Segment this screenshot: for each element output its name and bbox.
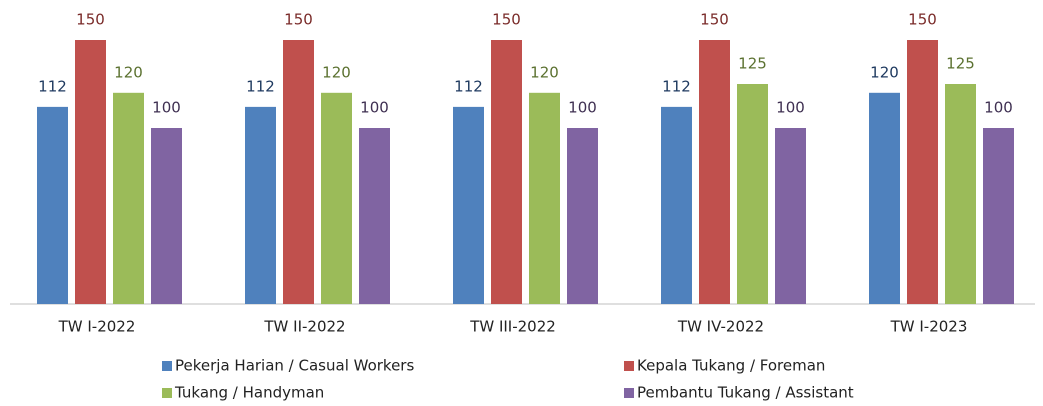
value-label: 112 [246, 77, 275, 95]
bar [983, 128, 1014, 304]
bar [359, 128, 390, 304]
value-label: 150 [492, 11, 521, 29]
x-tick-label: TW III-2022 [469, 318, 556, 336]
legend-label: Tukang / Handyman [174, 384, 324, 402]
legend-swatch [162, 361, 172, 371]
value-label: 150 [700, 11, 729, 29]
value-label: 100 [152, 99, 181, 117]
bar [907, 40, 938, 304]
bar [321, 92, 352, 304]
x-tick-label: TW IV-2022 [677, 318, 764, 336]
bar [567, 128, 598, 304]
bar [661, 106, 692, 304]
bar [113, 92, 144, 304]
value-label: 100 [984, 99, 1013, 117]
x-tick-label: TW II-2022 [263, 318, 345, 336]
bar [245, 106, 276, 304]
bar [453, 106, 484, 304]
value-label: 100 [776, 99, 805, 117]
value-label: 100 [568, 99, 597, 117]
bar [75, 40, 106, 304]
legend-swatch [624, 388, 634, 398]
value-label: 150 [908, 11, 937, 29]
x-tick-label: TW I-2023 [890, 318, 968, 336]
bar [283, 40, 314, 304]
value-label: 125 [738, 55, 767, 73]
legend-label: Pembantu Tukang / Assistant [637, 384, 854, 402]
value-label: 150 [76, 11, 105, 29]
value-label: 100 [360, 99, 389, 117]
value-label: 120 [114, 63, 143, 81]
value-label: 125 [946, 55, 975, 73]
bar [699, 40, 730, 304]
value-label: 120 [870, 63, 899, 81]
value-label: 112 [662, 77, 691, 95]
x-tick-label: TW I-2022 [58, 318, 136, 336]
legend-label: Pekerja Harian / Casual Workers [175, 357, 414, 375]
bar [491, 40, 522, 304]
legend-label: Kepala Tukang / Foreman [637, 357, 825, 375]
bar [869, 92, 900, 304]
value-label: 112 [38, 77, 67, 95]
legend-swatch [624, 361, 634, 371]
value-label: 120 [322, 63, 351, 81]
value-label: 150 [284, 11, 313, 29]
bar [737, 84, 768, 304]
bar [945, 84, 976, 304]
legend-swatch [162, 388, 172, 398]
bar [529, 92, 560, 304]
bar [151, 128, 182, 304]
value-label: 112 [454, 77, 483, 95]
value-label: 120 [530, 63, 559, 81]
bar [37, 106, 68, 304]
bar [775, 128, 806, 304]
